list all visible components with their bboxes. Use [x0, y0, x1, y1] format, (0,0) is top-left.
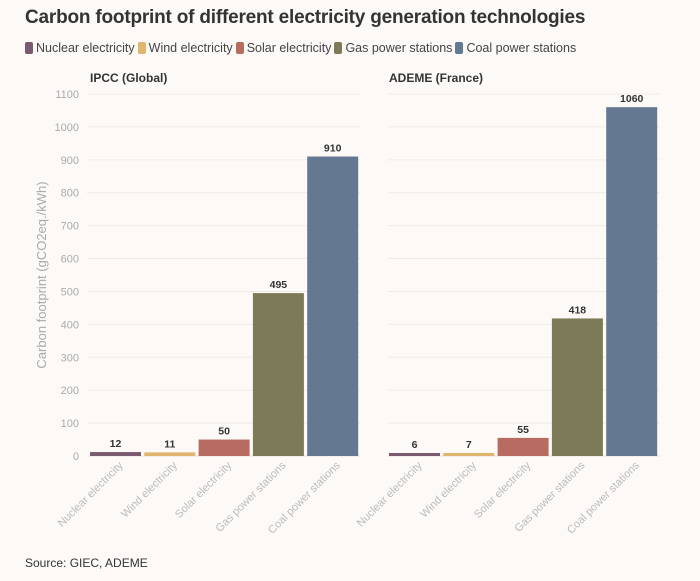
- y-tick-label: 800: [61, 188, 79, 200]
- bar-coal-power-stations: [606, 107, 658, 456]
- panel-title: ADEME (France): [389, 71, 483, 85]
- y-tick-label: 1000: [55, 122, 79, 134]
- legend-item-solar: Solar electricity: [235, 41, 332, 55]
- legend-item-nuclear: Nuclear electricity: [25, 41, 135, 55]
- data-label: 50: [218, 426, 230, 438]
- bar-wind-electricity: [443, 453, 495, 456]
- legend-swatch-solar: [235, 42, 244, 54]
- legend-label-solar: Solar electricity: [246, 41, 332, 55]
- y-tick-label: 0: [73, 451, 79, 463]
- legend-label-wind: Wind electricity: [148, 41, 233, 55]
- data-label: 11: [164, 438, 175, 450]
- panel-title: IPCC (Global): [90, 71, 167, 85]
- category-label: Nuclear electricity: [355, 459, 425, 529]
- legend-swatch-gas: [334, 42, 343, 54]
- chart-title: Carbon footprint of different electricit…: [25, 7, 586, 28]
- data-label: 7: [466, 439, 472, 451]
- data-label: 1060: [620, 93, 644, 105]
- category-label: Wind electricity: [119, 459, 180, 520]
- category-label: Nuclear electricity: [56, 459, 126, 529]
- bar-solar-electricity: [198, 439, 250, 456]
- data-label: 418: [569, 304, 587, 316]
- bar-solar-electricity: [497, 437, 549, 456]
- legend-swatch-wind: [137, 42, 146, 54]
- y-tick-label: 600: [61, 254, 79, 266]
- legend-label-gas: Gas power stations: [345, 41, 453, 55]
- legend-label-coal: Coal power stations: [466, 41, 577, 55]
- y-tick-label: 1100: [55, 89, 79, 101]
- bar-gas-power-stations: [551, 318, 603, 456]
- data-label: 55: [517, 424, 529, 436]
- data-label: 495: [270, 279, 288, 291]
- data-label: 910: [324, 143, 342, 155]
- y-tick-label: 300: [61, 352, 79, 364]
- legend-label-nuclear: Nuclear electricity: [36, 41, 135, 55]
- legend-item-coal: Coal power stations: [455, 41, 576, 55]
- bar-wind-electricity: [144, 452, 196, 456]
- y-tick-label: 400: [61, 319, 79, 331]
- legend-swatch-nuclear: [25, 42, 33, 54]
- legend: Nuclear electricity Wind electricity Sol…: [25, 41, 579, 55]
- bar-nuclear-electricity: [90, 452, 141, 456]
- y-tick-label: 900: [61, 155, 79, 167]
- data-label: 12: [110, 438, 122, 450]
- y-tick-label: 500: [61, 286, 79, 298]
- bar-gas-power-stations: [252, 293, 304, 456]
- legend-item-wind: Wind electricity: [137, 41, 233, 55]
- y-tick-label: 700: [61, 221, 79, 233]
- category-label: Wind electricity: [418, 459, 479, 520]
- legend-item-gas: Gas power stations: [334, 41, 452, 55]
- category-label: Solar electricity: [472, 459, 534, 521]
- data-label: 6: [412, 439, 418, 451]
- bar-coal-power-stations: [307, 156, 359, 456]
- y-tick-label: 100: [61, 418, 79, 430]
- category-label: Solar electricity: [173, 459, 235, 521]
- y-axis-title: Carbon footprint (gCO2eq./kWh): [34, 181, 49, 368]
- bar-nuclear-electricity: [389, 453, 440, 456]
- source-note: Source: GIEC, ADEME: [25, 556, 148, 570]
- y-tick-label: 200: [61, 385, 79, 397]
- legend-swatch-coal: [455, 42, 464, 54]
